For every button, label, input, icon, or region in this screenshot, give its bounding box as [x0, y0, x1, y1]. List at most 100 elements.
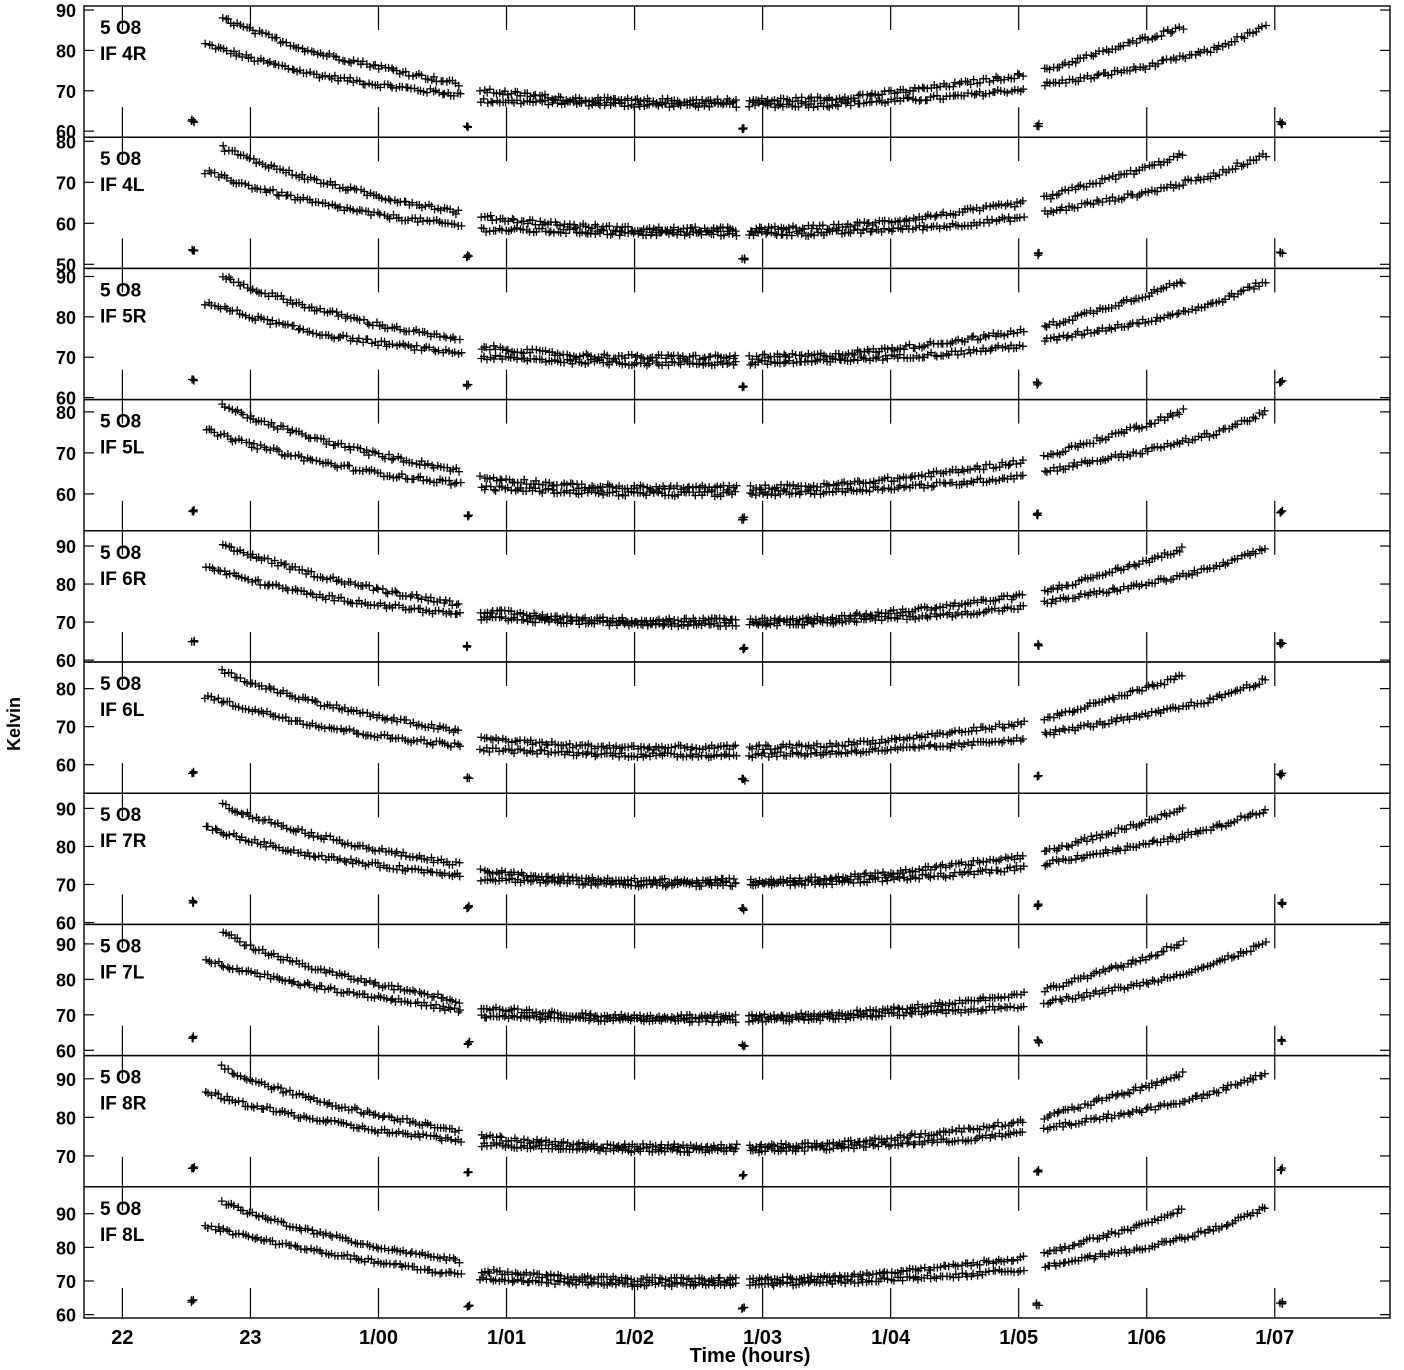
data-point [1206, 48, 1215, 57]
data-point [901, 88, 910, 97]
data-point [849, 226, 858, 235]
data-point [1153, 187, 1162, 196]
data-point [1206, 174, 1215, 183]
data-point [732, 96, 740, 104]
y-tick-label: 90 [56, 267, 76, 287]
data-point [923, 223, 932, 232]
data-point [1175, 23, 1184, 32]
data-point [631, 95, 640, 104]
data-point [439, 90, 447, 99]
data-point [694, 103, 703, 112]
data-point [911, 223, 920, 232]
data-point [624, 101, 633, 110]
data-point [887, 95, 896, 104]
data-point [307, 47, 316, 56]
data-point [771, 229, 780, 238]
y-tick-label: 80 [56, 41, 76, 61]
data-point [581, 96, 590, 105]
y-tick-label: 60 [56, 485, 76, 505]
calibration-point [189, 117, 198, 126]
data-point [1068, 57, 1077, 66]
data-point [487, 97, 496, 106]
data-point [950, 78, 959, 87]
y-tick-label: 50 [56, 255, 76, 275]
calibration-point [190, 118, 199, 127]
data-point [386, 81, 395, 90]
data-point [719, 99, 728, 108]
data-point [219, 141, 228, 150]
data-point [288, 170, 297, 179]
data-point [205, 166, 214, 175]
data-point [366, 62, 374, 71]
data-point [778, 230, 787, 239]
data-point [854, 91, 863, 100]
data-point [419, 217, 427, 226]
y-tick-label: 70 [56, 875, 76, 895]
data-point [385, 214, 394, 223]
data-point [543, 93, 552, 102]
data-point [262, 188, 271, 197]
data-point [636, 97, 645, 106]
data-point [1159, 27, 1168, 36]
data-point [1230, 37, 1239, 46]
data-point [1243, 160, 1252, 169]
data-point [1214, 41, 1223, 50]
data-point [975, 78, 984, 87]
data-point [1257, 22, 1266, 31]
data-point [996, 87, 1005, 95]
data-point [377, 194, 386, 203]
data-point [371, 60, 380, 69]
data-point [383, 212, 392, 221]
data-point [1141, 65, 1150, 74]
data-point [429, 72, 438, 81]
calibration-point [739, 124, 748, 132]
data-point [479, 94, 488, 103]
data-point [719, 231, 728, 240]
data-point [485, 85, 494, 94]
data-point [970, 90, 979, 99]
panel-label-if: IF 5L [100, 438, 145, 459]
data-point [265, 57, 274, 66]
data-point [335, 55, 344, 64]
data-point [429, 87, 438, 96]
y-tick-label: 70 [56, 613, 76, 633]
data-point [1019, 72, 1028, 81]
data-point [409, 72, 417, 81]
data-point [1045, 65, 1054, 74]
data-point [249, 155, 258, 163]
y-tick-label: 60 [56, 913, 76, 933]
data-point [763, 96, 772, 104]
data-point [1006, 217, 1015, 226]
data-point [273, 190, 281, 199]
data-point [754, 228, 763, 237]
data-point [797, 93, 806, 102]
data-point [1119, 41, 1128, 50]
data-point [1199, 175, 1208, 184]
calibration-point [464, 122, 472, 131]
data-point [476, 86, 484, 95]
data-point [319, 179, 328, 188]
data-point [1010, 74, 1019, 83]
data-point [272, 33, 281, 42]
data-point [384, 195, 393, 203]
data-point [1240, 34, 1249, 43]
data-point [239, 22, 248, 31]
data-point [443, 219, 452, 228]
data-point [488, 98, 497, 107]
data-point [975, 87, 984, 96]
data-point [723, 94, 732, 103]
y-tick-label: 80 [56, 575, 76, 595]
panel-label-source: 5 O8 [100, 674, 141, 695]
panel-label-source: 5 O8 [100, 805, 141, 826]
data-point [1015, 70, 1024, 79]
y-tick-label: 70 [56, 444, 76, 464]
data-point [330, 71, 339, 80]
data-point [251, 29, 260, 38]
data-point [1120, 193, 1129, 202]
data-point [700, 101, 709, 110]
data-point [859, 226, 868, 235]
data-point [1172, 55, 1180, 64]
series-2 [218, 13, 1188, 108]
data-point [349, 206, 358, 215]
